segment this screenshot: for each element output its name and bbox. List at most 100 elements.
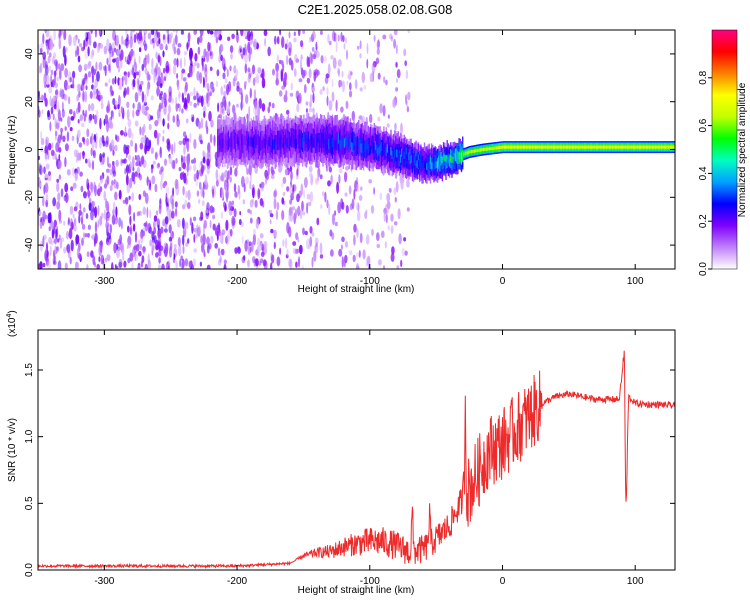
spectrogram-cell [295,175,299,180]
spectrogram-cell [288,258,292,268]
spectrogram-cell [256,246,260,257]
spectrogram-cell [315,41,318,51]
spectrogram-cell [275,77,280,86]
spectrogram-cell [223,138,225,149]
spectrogram-cell [173,46,177,55]
spectrogram-cell [414,156,416,165]
spectrogram-cell [129,177,133,189]
spectrogram-cell [229,65,232,72]
spectrogram-cell [168,224,172,234]
spectrogram-cell [428,154,430,169]
spectrogram-cell [104,140,109,148]
spectrogram-cell [559,145,562,149]
spectrogram-cell [495,146,497,150]
spectrogram-cell [252,256,256,264]
spectrogram-cell [341,244,343,250]
spectrogram-cell [94,221,98,234]
spectrogram-cell [344,192,348,197]
spectrogram-cell [177,43,182,48]
spectrogram-cell [281,197,285,205]
spectrogram-cell [276,54,279,63]
spectrogram-cell [154,120,159,127]
spectrogram-cell [429,157,432,165]
spectrogram-cell [316,137,318,147]
spectrogram-cell [70,186,74,191]
spectrogram-cell [92,208,96,213]
spectrogram-cell [570,145,573,149]
spectrogram-cell [309,36,312,43]
spectrogram-cell [493,146,495,150]
spectrogram-cell [162,118,165,127]
spectrogram-cell [264,169,269,179]
spectrogram-cell [233,208,237,218]
svg-text:(x104): (x104) [6,310,18,337]
spectrogram-cell [416,160,418,168]
y-tick-label: 0.5 [24,496,35,510]
y-tick-label: 20 [24,96,35,108]
spectrogram-cell [275,209,279,220]
spectrogram-cell [259,258,264,264]
spectrogram-cell [82,109,85,116]
spectrogram-cell [63,30,67,41]
spectrogram-cell [581,145,583,149]
spectrogram-cell [459,150,461,163]
spectrogram-cell [300,138,303,148]
spectrogram-cell [87,193,90,199]
spectrogram-cell [335,139,337,150]
spectrogram-cell [419,159,421,167]
spectrogram-cell [293,68,297,77]
spectrogram-cell [140,80,144,86]
spectrogram-cell [285,55,289,65]
spectrogram-cell [270,166,274,176]
spectrogram-cell [309,100,312,108]
spectrogram-cell [92,85,97,96]
spectrogram-cell [55,89,59,96]
spectrogram-cell [297,205,301,217]
spectrogram-cell [655,145,657,149]
spectrogram-cell [63,246,67,254]
spectrogram-cell [141,91,145,103]
spectrogram-cell [219,235,222,244]
spectrogram-cell [451,156,453,163]
spectrogram-cell [205,74,208,83]
spectrogram-cell [398,153,401,162]
spectrogram-cell [261,103,266,112]
spectrogram-cell [268,136,270,147]
y-tick-label: 40 [24,48,35,60]
spectrogram-cell [176,118,181,128]
spectrogram-cell [243,135,245,146]
spectrogram-cell [345,100,349,109]
spectrogram-cell [65,46,68,53]
spectrogram-cell [142,230,146,237]
spectrogram-cell [335,41,338,53]
spectrogram-cell [83,207,86,213]
spectrogram-cell [257,134,260,145]
spectrogram-cell [340,130,342,150]
spectrogram-cell [260,181,265,189]
spectrogram-cell [200,95,204,107]
spectrogram-cell [300,40,304,48]
spectrogram-cell [73,217,77,226]
spectrogram-cell [196,190,200,197]
spectrogram-cell [181,92,184,103]
spectrogram-cell [405,154,408,163]
spectrogram-cell [182,137,187,146]
spectrogram-cell [220,86,224,96]
spectrogram-cell [299,210,303,220]
spectrogram-cell [402,150,404,159]
spectrogram-cell [193,61,197,67]
spectrogram-cell [386,123,390,128]
spectrogram-cell [206,82,210,92]
spectrogram-cell [84,90,88,103]
spectrogram-cell [135,243,140,252]
spectrogram-cell [232,129,235,149]
spectrogram-cell [225,136,227,146]
spectrogram-cell [43,166,46,174]
spectrogram-cell [134,92,139,103]
spectrogram-cell [130,139,134,147]
spectrogram-cell [226,191,228,203]
spectrogram-cell [289,258,293,269]
spectrogram-cell [244,51,248,64]
spectrogram-cell [142,123,146,133]
